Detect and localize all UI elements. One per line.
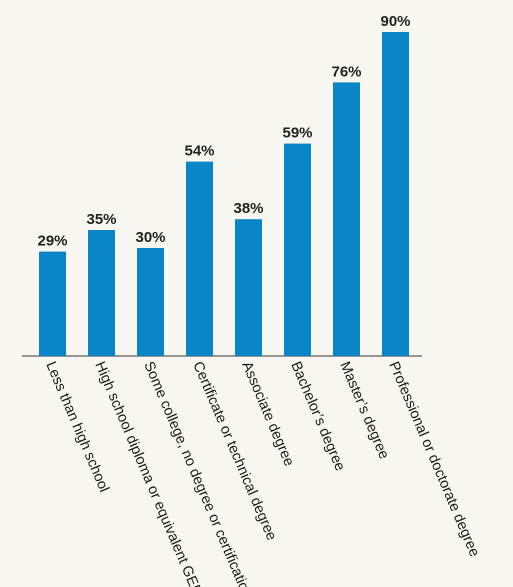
category-label-5: Associate degree (238, 359, 297, 468)
category-label-4: Certificate or technical degree (189, 359, 279, 543)
bar-3 (137, 248, 164, 356)
value-label-3: 30% (135, 229, 165, 246)
value-label-8: 90% (380, 13, 410, 30)
bar-1 (39, 251, 66, 356)
bar-8 (382, 32, 409, 356)
value-label-7: 76% (331, 63, 361, 80)
category-label-6: Bachelor’s degree (287, 359, 348, 473)
category-label-7: Master’s degree (336, 359, 391, 461)
value-label-2: 35% (86, 211, 116, 228)
bar-4 (186, 161, 213, 356)
value-label-4: 54% (184, 143, 214, 160)
category-label-8: Professional or doctorate degree (385, 359, 482, 559)
bar-7 (333, 82, 360, 357)
value-label-6: 59% (282, 125, 312, 142)
bar-6 (284, 143, 311, 356)
bar-5 (235, 219, 262, 356)
value-label-1: 29% (37, 233, 67, 250)
bar-2 (88, 230, 115, 356)
value-label-5: 38% (233, 200, 263, 217)
